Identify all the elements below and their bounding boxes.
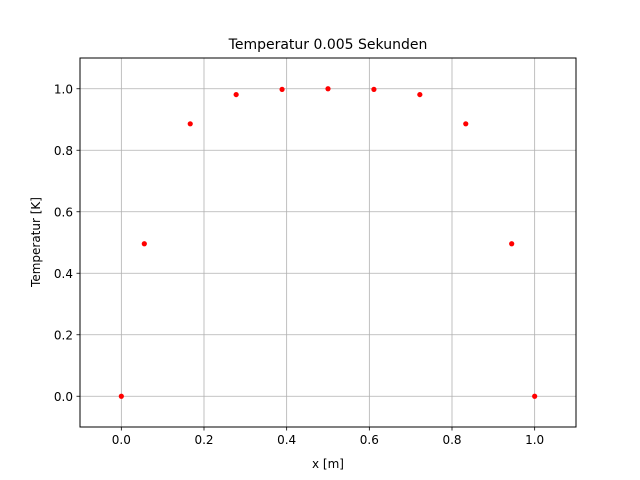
data-points: [118, 86, 538, 399]
y-tick-label: 0.6: [54, 205, 73, 219]
data-point: [463, 121, 469, 127]
data-point: [417, 91, 423, 98]
plot-frame: [79, 57, 577, 428]
x-tick-label: 0.0: [112, 433, 131, 447]
data-point: [118, 393, 124, 399]
chart-title: Temperatur 0.005 Sekunden: [228, 37, 428, 53]
x-tick-label: 0.6: [360, 433, 379, 447]
x-tick-label: 1.0: [525, 433, 544, 447]
x-axis-label: x [m]: [312, 457, 344, 471]
data-point: [325, 86, 331, 92]
y-tick-label: 1.0: [54, 82, 73, 96]
data-point: [509, 241, 515, 247]
data-point: [141, 241, 147, 247]
data-point: [187, 121, 193, 127]
y-tick-label: 0.8: [54, 144, 73, 158]
grid-lines: [80, 58, 576, 427]
x-tick-label: 0.8: [442, 433, 461, 447]
data-point: [532, 393, 538, 399]
data-point: [233, 91, 239, 98]
x-tick-label: 0.2: [194, 433, 213, 447]
y-tick-label: 0.0: [54, 390, 73, 404]
plot-area: [80, 58, 576, 427]
y-tick-label: 0.2: [54, 328, 73, 342]
x-tick-label: 0.4: [277, 433, 296, 447]
axis-ticks: 0.0 0.2 0.4 0.6 0.8 1.0 0.0 0.2 0.4 0.6 0.8 1.0: [54, 82, 544, 447]
y-tick-label: 0.4: [54, 267, 73, 281]
data-point: [371, 86, 377, 92]
data-point: [279, 86, 285, 92]
y-axis-label: Temperatur [K]: [29, 197, 43, 288]
